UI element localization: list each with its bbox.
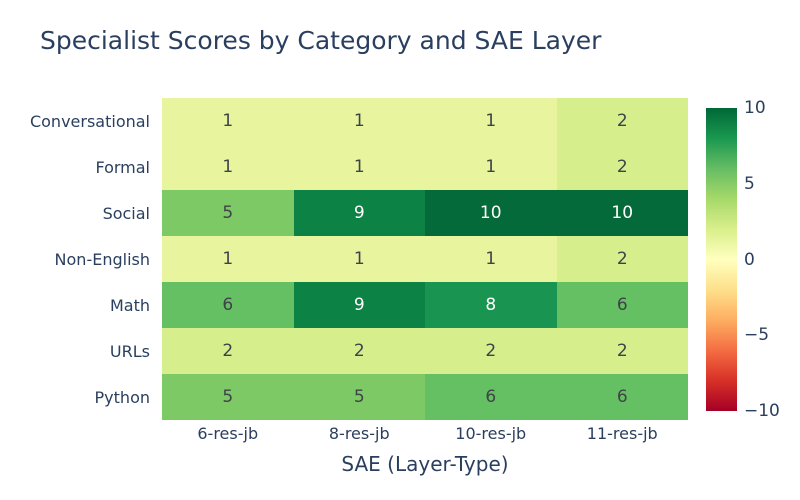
heatmap-cell[interactable]: 2 bbox=[556, 98, 688, 144]
heatmap-cell[interactable]: 9 bbox=[293, 190, 425, 236]
heatmap-cell[interactable]: 6 bbox=[425, 374, 557, 420]
heatmap-cell[interactable]: 2 bbox=[162, 328, 294, 374]
y-axis-label: Conversational bbox=[29, 111, 150, 131]
heatmap-cell[interactable]: 2 bbox=[425, 328, 557, 374]
y-axis-labels: Conversational Formal Social Non-English Mat… bbox=[0, 98, 156, 420]
heatmap-cell[interactable]: 2 bbox=[556, 236, 688, 282]
x-axis-title: SAE (Layer-Type) bbox=[341, 452, 509, 476]
heatmap-cell[interactable]: 1 bbox=[425, 98, 557, 144]
heatmap-cell[interactable]: 1 bbox=[293, 236, 425, 282]
y-axis-label: Social bbox=[102, 203, 150, 223]
y-axis-label: Python bbox=[94, 387, 150, 407]
heatmap-cell[interactable]: 8 bbox=[425, 282, 557, 328]
x-axis-label: 10-res-jb bbox=[455, 424, 527, 443]
heatmap-cell[interactable]: 2 bbox=[556, 328, 688, 374]
heatmap-cell[interactable]: 9 bbox=[293, 282, 425, 328]
heatmap-cell[interactable]: 1 bbox=[425, 236, 557, 282]
heatmap-cell[interactable]: 1 bbox=[162, 144, 294, 190]
x-axis-label: 6-res-jb bbox=[197, 424, 259, 443]
colorbar-tick-label: 5 bbox=[744, 173, 755, 194]
heatmap-cell[interactable]: 2 bbox=[556, 144, 688, 190]
heatmap-cell[interactable]: 1 bbox=[293, 144, 425, 190]
y-axis-label: URLs bbox=[109, 341, 150, 361]
heatmap-cell[interactable]: 1 bbox=[162, 236, 294, 282]
heatmap-cell[interactable]: 1 bbox=[425, 144, 557, 190]
x-axis-label: 8-res-jb bbox=[328, 424, 390, 443]
heatmap-cell[interactable]: 6 bbox=[162, 282, 294, 328]
heatmap-cell[interactable]: 2 bbox=[293, 328, 425, 374]
chart-title: Specialist Scores by Category and SAE La… bbox=[40, 26, 602, 55]
y-axis-label: Non-English bbox=[54, 249, 150, 269]
colorbar-tick-label: −10 bbox=[744, 401, 780, 421]
colorbar-tick-label: 10 bbox=[744, 98, 766, 118]
heatmap-cell[interactable]: 1 bbox=[293, 98, 425, 144]
y-axis-label: Math bbox=[109, 295, 150, 315]
colorbar-tick-label: −5 bbox=[744, 325, 770, 346]
heatmap-cell[interactable]: 6 bbox=[556, 282, 688, 328]
colorbar-ticks: 10 5 0 −5 −10 bbox=[744, 98, 796, 421]
heatmap-cell[interactable]: 10 bbox=[556, 190, 688, 236]
x-axis-labels: 6-res-jb 8-res-jb 10-res-jb 11-res-jb bbox=[162, 424, 688, 446]
heatmap-cell[interactable]: 5 bbox=[162, 374, 294, 420]
heatmap-cell[interactable]: 10 bbox=[425, 190, 557, 236]
heatmap-grid[interactable]: 1 1 1 2 1 1 1 2 5 9 10 10 1 1 1 2 6 9 8 6 2 2 2 2 5 5 6 6 bbox=[162, 98, 688, 420]
colorbar-gradient bbox=[706, 108, 737, 411]
heatmap-cell[interactable]: 1 bbox=[162, 98, 294, 144]
heatmap-cell[interactable]: 6 bbox=[556, 374, 688, 420]
heatmap-cell[interactable]: 5 bbox=[162, 190, 294, 236]
colorbar-tick-label: 0 bbox=[744, 249, 755, 270]
heatmap-cell[interactable]: 5 bbox=[293, 374, 425, 420]
y-axis-label: Formal bbox=[95, 157, 150, 177]
x-axis-label: 11-res-jb bbox=[586, 424, 658, 443]
